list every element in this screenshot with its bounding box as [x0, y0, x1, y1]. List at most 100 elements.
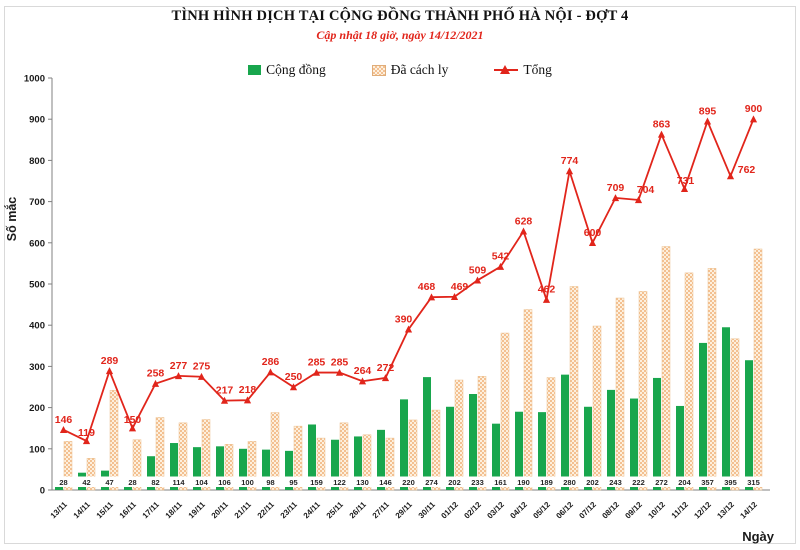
- bar-quarantine: [86, 458, 96, 491]
- total-point-marker: [358, 377, 367, 385]
- value-label-box: [559, 476, 580, 487]
- value-label: 315: [747, 478, 760, 487]
- x-tick-label: 02/12: [462, 500, 483, 521]
- x-tick-label: 24/11: [302, 500, 323, 521]
- bar-community: [469, 394, 477, 490]
- value-label: 243: [609, 478, 622, 487]
- bar-quarantine: [730, 338, 740, 491]
- value-label: 98: [266, 478, 274, 487]
- bar-quarantine: [431, 409, 441, 491]
- value-label-box: [605, 476, 626, 487]
- x-tick-label: 05/12: [531, 500, 552, 521]
- bar-quarantine: [546, 377, 556, 491]
- total-data-label: 469: [451, 281, 469, 293]
- bars: [55, 246, 763, 491]
- total-data-label: 468: [418, 281, 436, 293]
- x-axis-title: Ngày: [742, 529, 775, 544]
- total-point-marker: [496, 262, 505, 270]
- bar-quarantine: [454, 379, 464, 491]
- total-line: [59, 115, 758, 445]
- bar-quarantine: [293, 425, 303, 491]
- bar-community: [561, 374, 569, 490]
- total-point-marker: [634, 196, 643, 204]
- axes: 0 100 200 300 400 500 600 700 800 900 1000 Số mắc Ng…: [4, 74, 775, 545]
- x-tick-label: 20/11: [210, 500, 231, 521]
- value-label-box: [398, 476, 419, 487]
- value-label-box: [490, 476, 511, 487]
- community-value-labels: 28 42 47 28 82 114 104 106 100 98 95 159 122 130 146 22…: [53, 476, 764, 487]
- bar-community: [745, 360, 753, 490]
- x-tick-label: 13/12: [715, 500, 736, 521]
- x-tick-label: 14/11: [72, 500, 93, 521]
- x-tick-label: 16/11: [118, 500, 139, 521]
- value-label: 106: [218, 478, 231, 487]
- value-label: 202: [586, 478, 599, 487]
- bar-community: [239, 448, 247, 490]
- y-tick-label: 700: [29, 197, 45, 208]
- bar-community: [515, 411, 523, 490]
- legend-item-community: Cộng đồng: [248, 62, 326, 78]
- bar-community: [331, 439, 339, 490]
- bar-quarantine: [109, 390, 119, 491]
- value-label-box: [306, 476, 327, 487]
- bar-quarantine: [500, 332, 510, 491]
- value-label: 190: [517, 478, 530, 487]
- total-point-marker: [128, 424, 137, 432]
- x-tick-label: 07/12: [577, 500, 598, 521]
- bar-quarantine: [569, 286, 579, 491]
- value-label: 274: [425, 478, 438, 487]
- x-tick-label: 17/11: [141, 500, 162, 521]
- bar-quarantine: [523, 309, 533, 491]
- x-tick-label: 13/11: [49, 500, 70, 521]
- value-label-box: [329, 476, 350, 487]
- value-label: 202: [448, 478, 461, 487]
- total-data-label: 600: [584, 227, 602, 239]
- total-data-label: 390: [395, 313, 413, 325]
- bar-community: [400, 399, 408, 490]
- bar-community: [354, 436, 362, 490]
- total-point-marker: [473, 276, 482, 284]
- bar-community: [262, 449, 270, 490]
- value-label-box: [582, 476, 603, 487]
- x-tick-label: 14/12: [738, 500, 759, 521]
- bar-quarantine: [224, 444, 234, 491]
- value-label: 357: [701, 478, 714, 487]
- bar-community: [584, 406, 592, 490]
- bar-quarantine: [178, 422, 188, 491]
- total-data-label: 509: [469, 264, 487, 276]
- total-point-marker: [450, 292, 459, 300]
- y-tick-label: 500: [29, 280, 45, 291]
- total-data-label: 217: [216, 385, 234, 397]
- y-tick-label: 600: [29, 238, 45, 249]
- value-label-box: [122, 476, 143, 487]
- bar-quarantine: [247, 441, 257, 491]
- bar-quarantine: [339, 422, 349, 491]
- value-label: 146: [379, 478, 392, 487]
- legend-label-community: Cộng đồng: [266, 62, 326, 77]
- x-tick-label: 12/12: [692, 500, 713, 521]
- x-tick-label: 23/11: [279, 500, 300, 521]
- legend-label-quarantine: Đã cách ly: [390, 62, 449, 77]
- total-line-marker-icon: [494, 65, 519, 75]
- x-tick-label: 29/11: [394, 500, 415, 521]
- total-data-label: 258: [147, 368, 165, 380]
- bar-quarantine: [270, 412, 280, 491]
- total-point-marker: [611, 194, 620, 202]
- value-label-box: [536, 476, 557, 487]
- total-polyline: [63, 118, 755, 443]
- value-label: 28: [59, 478, 67, 487]
- bar-community: [377, 429, 385, 490]
- total-point-marker: [82, 437, 91, 445]
- total-data-label: 250: [285, 371, 303, 383]
- bar-community: [308, 424, 316, 490]
- value-label: 122: [333, 478, 346, 487]
- value-label-box: [513, 476, 534, 487]
- x-tick-label: 06/12: [554, 500, 575, 521]
- value-label: 47: [105, 478, 113, 487]
- total-point-marker: [726, 172, 735, 180]
- bar-community: [423, 377, 431, 490]
- total-data-label: 150: [124, 414, 142, 426]
- bar-quarantine: [638, 291, 648, 491]
- total-data-label: 895: [699, 105, 717, 117]
